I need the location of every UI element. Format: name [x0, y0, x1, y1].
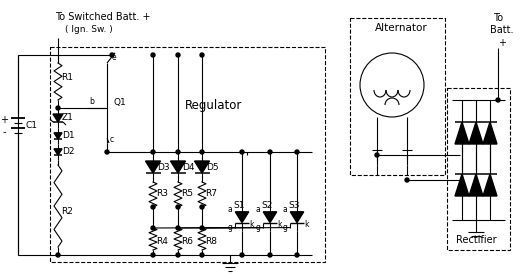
Circle shape: [496, 98, 500, 102]
Text: R6: R6: [181, 236, 193, 246]
Text: e: e: [112, 53, 117, 62]
Circle shape: [240, 253, 244, 257]
Text: c: c: [110, 136, 114, 144]
Polygon shape: [263, 212, 277, 222]
Polygon shape: [53, 114, 63, 122]
Text: g: g: [227, 223, 232, 232]
Circle shape: [151, 53, 155, 57]
Text: R5: R5: [181, 189, 193, 199]
Text: Alternator: Alternator: [375, 23, 428, 33]
Polygon shape: [290, 212, 304, 222]
Circle shape: [268, 253, 272, 257]
Text: To Switched Batt. +: To Switched Batt. +: [55, 12, 150, 22]
Polygon shape: [455, 122, 469, 144]
Polygon shape: [235, 212, 249, 222]
Circle shape: [200, 150, 204, 154]
Text: Rectifier: Rectifier: [456, 235, 496, 245]
Text: D3: D3: [157, 163, 169, 172]
Text: R1: R1: [61, 73, 73, 82]
Text: +: +: [0, 115, 8, 125]
Polygon shape: [483, 174, 497, 196]
Text: Z1: Z1: [62, 114, 74, 122]
Circle shape: [295, 150, 299, 154]
Circle shape: [176, 53, 180, 57]
Circle shape: [200, 253, 204, 257]
Circle shape: [176, 150, 180, 154]
Circle shape: [105, 150, 109, 154]
Text: D5: D5: [206, 163, 219, 172]
Text: -: -: [2, 127, 6, 137]
Text: Q1: Q1: [113, 98, 126, 108]
Text: k: k: [250, 220, 254, 229]
Text: k: k: [278, 220, 282, 229]
Circle shape: [405, 178, 409, 182]
Circle shape: [176, 226, 180, 230]
Circle shape: [200, 53, 204, 57]
Text: R4: R4: [156, 236, 168, 246]
Circle shape: [151, 205, 155, 209]
Circle shape: [151, 253, 155, 257]
Text: S2: S2: [261, 200, 272, 210]
Text: g: g: [282, 223, 287, 232]
Polygon shape: [469, 122, 483, 144]
Circle shape: [110, 53, 114, 57]
Circle shape: [176, 253, 180, 257]
Polygon shape: [145, 161, 160, 173]
Circle shape: [176, 205, 180, 209]
Polygon shape: [455, 174, 469, 196]
Text: k: k: [305, 220, 309, 229]
Text: Regulator: Regulator: [185, 98, 242, 111]
Text: S3: S3: [288, 200, 300, 210]
Text: Batt.: Batt.: [490, 25, 513, 35]
Circle shape: [200, 205, 204, 209]
Text: +: +: [498, 38, 506, 48]
Text: ( Ign. Sw. ): ( Ign. Sw. ): [65, 26, 113, 34]
Polygon shape: [54, 133, 62, 139]
Text: D4: D4: [182, 163, 194, 172]
Polygon shape: [194, 161, 210, 173]
Text: a: a: [282, 205, 287, 215]
Text: R3: R3: [156, 189, 168, 199]
Circle shape: [56, 253, 60, 257]
Text: a: a: [255, 205, 260, 215]
Polygon shape: [170, 161, 185, 173]
Text: a: a: [227, 205, 232, 215]
Circle shape: [56, 106, 60, 110]
Bar: [447, 88, 510, 250]
Circle shape: [375, 153, 379, 157]
Circle shape: [240, 150, 244, 154]
Text: g: g: [255, 223, 260, 232]
Bar: [350, 18, 445, 175]
Text: R7: R7: [205, 189, 217, 199]
Polygon shape: [54, 149, 62, 155]
Circle shape: [200, 226, 204, 230]
Circle shape: [151, 150, 155, 154]
Text: D2: D2: [62, 147, 74, 156]
Polygon shape: [469, 174, 483, 196]
Text: R2: R2: [61, 208, 73, 216]
Circle shape: [295, 253, 299, 257]
Text: R8: R8: [205, 236, 217, 246]
Circle shape: [151, 226, 155, 230]
Text: S1: S1: [233, 200, 245, 210]
Bar: [50, 47, 325, 262]
Text: C1: C1: [26, 122, 38, 131]
Text: To: To: [493, 13, 503, 23]
Text: D1: D1: [62, 131, 75, 141]
Polygon shape: [483, 122, 497, 144]
Circle shape: [268, 150, 272, 154]
Text: b: b: [89, 97, 94, 106]
